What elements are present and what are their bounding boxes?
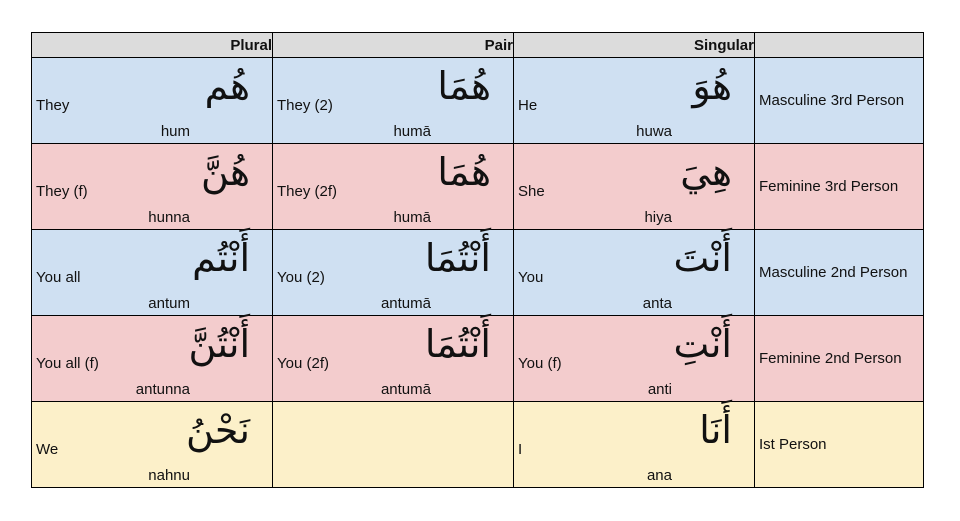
cell-singular: أَنْتَ You anta xyxy=(513,229,755,316)
cell-plural: هُنَّ They (f) hunna xyxy=(31,143,273,230)
pronoun-table: Plural Pair Singular هُم They hum هُمَا … xyxy=(31,32,924,488)
cell-singular: أَنْتِ You (f) anti xyxy=(513,315,755,402)
arabic-word: هُوَ xyxy=(692,64,732,108)
transliteration: humā xyxy=(393,123,431,140)
arabic-word: هُمَا xyxy=(437,64,491,108)
header-pair: Pair xyxy=(272,32,514,58)
english-word: You xyxy=(518,269,544,286)
cell-pair: أَنْتُمَا You (2f) antumā xyxy=(272,315,514,402)
transliteration: huwa xyxy=(636,123,672,140)
english-word: You (f) xyxy=(518,355,562,372)
arabic-word: هُم xyxy=(204,64,250,108)
transliteration: anti xyxy=(647,381,672,398)
table-row-masculine-2nd: أَنْتُم You all antum أَنْتُمَا You (2) … xyxy=(31,229,924,316)
arabic-word: أَنَا xyxy=(699,408,732,452)
arabic-word: أَنْتُم xyxy=(192,236,250,280)
transliteration: anta xyxy=(642,295,672,312)
english-word: You all xyxy=(36,269,81,286)
arabic-word: أَنْتِ xyxy=(673,322,732,366)
row-label: Ist Person xyxy=(754,401,924,488)
row-label: Masculine 3rd Person xyxy=(754,57,924,144)
transliteration: antumā xyxy=(380,295,431,312)
english-word: He xyxy=(518,97,538,114)
cell-pair: أَنْتُمَا You (2) antumā xyxy=(272,229,514,316)
table-row-1st-person: نَحْنُ We nahnu أَنَا I ana Ist Person xyxy=(31,401,924,488)
english-word: They (2) xyxy=(277,97,333,114)
arabic-word: هُنَّ xyxy=(201,150,250,194)
row-label: Masculine 2nd Person xyxy=(754,229,924,316)
transliteration: hunna xyxy=(148,209,190,226)
arabic-word: هِيَ xyxy=(680,150,732,194)
header-category xyxy=(754,32,924,58)
cell-plural: أَنْتُم You all antum xyxy=(31,229,273,316)
english-word: They (2f) xyxy=(277,183,338,200)
transliteration: antunna xyxy=(135,381,190,398)
english-word: She xyxy=(518,183,545,200)
cell-pair: هُمَا They (2f) humā xyxy=(272,143,514,230)
transliteration: antumā xyxy=(380,381,431,398)
english-word: We xyxy=(36,441,59,458)
cell-plural: نَحْنُ We nahnu xyxy=(31,401,273,488)
header-row: Plural Pair Singular xyxy=(31,32,924,58)
cell-plural: أَنْتُنَّ You all (f) antunna xyxy=(31,315,273,402)
transliteration: hiya xyxy=(644,209,672,226)
cell-singular: هِيَ She hiya xyxy=(513,143,755,230)
row-label: Feminine 2nd Person xyxy=(754,315,924,402)
header-singular: Singular xyxy=(513,32,755,58)
arabic-word: أَنْتُنَّ xyxy=(188,322,250,366)
english-word: You (2f) xyxy=(277,355,329,372)
table-row-masculine-3rd: هُم They hum هُمَا They (2) humā هُوَ He… xyxy=(31,57,924,144)
transliteration: humā xyxy=(393,209,431,226)
transliteration: nahnu xyxy=(148,467,190,484)
cell-singular: هُوَ He huwa xyxy=(513,57,755,144)
cell-singular: أَنَا I ana xyxy=(513,401,755,488)
table-row-feminine-3rd: هُنَّ They (f) hunna هُمَا They (2f) hum… xyxy=(31,143,924,230)
arabic-word: أَنْتُمَا xyxy=(424,236,491,280)
transliteration: hum xyxy=(160,123,190,140)
row-label: Feminine 3rd Person xyxy=(754,143,924,230)
arabic-word: أَنْتُمَا xyxy=(424,322,491,366)
table-row-feminine-2nd: أَنْتُنَّ You all (f) antunna أَنْتُمَا … xyxy=(31,315,924,402)
english-word: You (2) xyxy=(277,269,325,286)
english-word: You all (f) xyxy=(36,355,99,372)
transliteration: antum xyxy=(148,295,190,312)
cell-plural: هُم They hum xyxy=(31,57,273,144)
english-word: I xyxy=(518,441,523,458)
header-plural: Plural xyxy=(31,32,273,58)
arabic-word: نَحْنُ xyxy=(185,408,250,452)
cell-pair: هُمَا They (2) humā xyxy=(272,57,514,144)
arabic-word: أَنْتَ xyxy=(673,236,732,280)
transliteration: ana xyxy=(646,467,672,484)
cell-pair xyxy=(272,401,514,488)
arabic-word: هُمَا xyxy=(437,150,491,194)
english-word: They (f) xyxy=(36,183,88,200)
english-word: They xyxy=(36,97,70,114)
